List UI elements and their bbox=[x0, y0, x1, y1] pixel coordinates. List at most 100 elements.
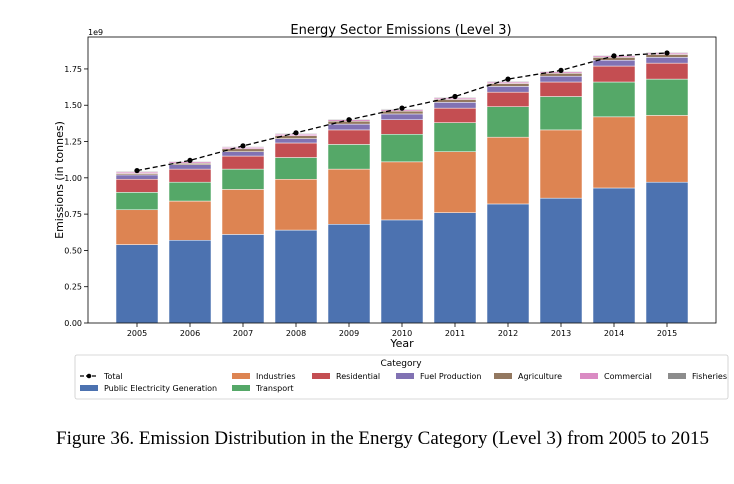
bar-segment-fuel-production bbox=[327, 123, 371, 131]
bar-segment-public-electricity-generation bbox=[221, 234, 265, 324]
x-axis-ticks: 2005 2006 2007 2008 2009 2010 2011 2012 2013 2014… bbox=[127, 323, 677, 338]
legend: Category Total Public Electricity Generat… bbox=[74, 354, 729, 400]
legend-label-agriculture: Agriculture bbox=[518, 372, 562, 381]
x-tick-label: 2013 bbox=[551, 329, 571, 338]
bar-segment-residential bbox=[539, 81, 583, 97]
x-tick-label: 2005 bbox=[127, 329, 147, 338]
figure-caption: Figure 36. Emission Distribution in the … bbox=[56, 428, 709, 449]
bar-segment-industries bbox=[115, 209, 159, 245]
legend-swatch-agriculture bbox=[494, 373, 512, 379]
bar-segment-transport bbox=[539, 96, 583, 131]
bar-segment-public-electricity-generation bbox=[645, 181, 689, 324]
bar-segment-fuel-production bbox=[115, 174, 159, 180]
bar-segment-fuel-production bbox=[380, 113, 424, 121]
total-line-layer bbox=[134, 50, 670, 174]
chart-figure: Energy Sector Emissions (Level 3) 1e9 0.… bbox=[53, 23, 729, 400]
total-point bbox=[187, 157, 193, 164]
bar-segment-residential bbox=[486, 91, 530, 107]
bar-segment-transport bbox=[380, 134, 424, 163]
legend-swatch-commercial bbox=[580, 373, 598, 379]
bar-segment-residential bbox=[115, 179, 159, 193]
x-axis-label: Year bbox=[389, 337, 414, 350]
bar-segment-residential bbox=[327, 129, 371, 145]
total-point bbox=[293, 130, 299, 136]
bar-segment-transport bbox=[486, 106, 530, 138]
bar-segment-public-electricity-generation bbox=[486, 203, 530, 324]
legend-label-total: Total bbox=[103, 372, 123, 381]
legend-swatch-fisheries bbox=[668, 373, 686, 379]
bar-segment-residential bbox=[433, 107, 477, 123]
legend-label-fisheries: Fisheries bbox=[692, 372, 727, 381]
bar-segment-transport bbox=[592, 81, 636, 118]
bar-segment-transport bbox=[645, 78, 689, 116]
y-tick-label: 1.50 bbox=[64, 101, 82, 110]
bar-segment-fuel-production bbox=[592, 59, 636, 67]
x-tick-label: 2008 bbox=[286, 329, 306, 338]
total-point bbox=[611, 53, 617, 59]
bar-segment-residential bbox=[645, 62, 689, 80]
y-tick-label: 0.00 bbox=[64, 319, 82, 328]
bar-segment-residential bbox=[592, 65, 636, 83]
x-tick-label: 2006 bbox=[180, 329, 200, 338]
bar-segment-public-electricity-generation bbox=[327, 224, 371, 324]
bar-segment-industries bbox=[486, 136, 530, 205]
total-point bbox=[134, 167, 140, 174]
x-tick-label: 2009 bbox=[339, 329, 359, 338]
legend-items: Total Public Electricity Generation Indust… bbox=[80, 372, 727, 393]
legend-label-transport: Transport bbox=[255, 384, 294, 393]
y-tick-label: 0.75 bbox=[64, 210, 82, 219]
bar-segment-agriculture bbox=[433, 99, 477, 103]
bar-segment-industries bbox=[645, 115, 689, 183]
bar-segment-fuel-production bbox=[433, 102, 477, 109]
bar-segment-fuel-production bbox=[221, 151, 265, 157]
bar-segment-agriculture bbox=[539, 73, 583, 77]
y-axis-label: Emissions (in tonnes) bbox=[53, 121, 66, 239]
bar-segment-public-electricity-generation bbox=[115, 244, 159, 324]
bar-segment-public-electricity-generation bbox=[592, 187, 636, 324]
y-tick-label: 1.00 bbox=[64, 174, 82, 183]
x-tick-label: 2011 bbox=[445, 329, 465, 338]
total-point bbox=[399, 105, 405, 111]
x-tick-label: 2010 bbox=[392, 329, 412, 338]
bar-segment-industries bbox=[221, 189, 265, 235]
bar-segment-transport bbox=[115, 192, 159, 211]
total-point bbox=[240, 143, 246, 149]
bar-segment-industries bbox=[539, 129, 583, 199]
bar-segment-residential bbox=[274, 142, 318, 158]
x-tick-label: 2012 bbox=[498, 329, 518, 338]
legend-label-fuel-production: Fuel Production bbox=[420, 372, 481, 381]
total-point bbox=[346, 117, 352, 123]
x-tick-label: 2014 bbox=[604, 329, 624, 338]
bar-segment-residential bbox=[221, 155, 265, 170]
bar-segment-fuel-production bbox=[645, 57, 689, 64]
legend-label-industries: Industries bbox=[256, 372, 295, 381]
legend-swatch-fuel-production bbox=[396, 373, 414, 379]
bar-segment-industries bbox=[327, 168, 371, 225]
bar-segment-transport bbox=[433, 122, 477, 152]
legend-swatch-public-electricity-generation bbox=[80, 385, 98, 391]
total-point bbox=[558, 67, 564, 73]
legend-label-public-electricity-generation: Public Electricity Generation bbox=[104, 384, 217, 393]
legend-swatch-transport bbox=[232, 385, 250, 391]
bar-segment-fuel-production bbox=[274, 138, 318, 144]
bar-segment-transport bbox=[274, 157, 318, 180]
bar-segment-transport bbox=[168, 181, 212, 202]
y-axis-offset-label: 1e9 bbox=[88, 28, 103, 37]
bar-segment-transport bbox=[327, 144, 371, 170]
bar-stack-area bbox=[115, 51, 689, 324]
chart-title: Energy Sector Emissions (Level 3) bbox=[290, 23, 511, 38]
bar-segment-transport bbox=[221, 168, 265, 190]
legend-title: Category bbox=[380, 359, 422, 369]
bar-segment-public-electricity-generation bbox=[539, 197, 583, 324]
y-axis-ticks: 0.00 0.25 0.50 0.75 1.00 1.25 1.50 1.75 bbox=[64, 65, 88, 328]
bar-segment-fuel-production bbox=[168, 164, 212, 170]
bar-segment-industries bbox=[168, 200, 212, 241]
bar-segment-public-electricity-generation bbox=[380, 219, 424, 324]
bar-segment-public-electricity-generation bbox=[168, 239, 212, 324]
bar-segment-industries bbox=[274, 179, 318, 231]
legend-label-commercial: Commercial bbox=[604, 372, 652, 381]
y-tick-label: 1.25 bbox=[64, 138, 82, 147]
bar-segment-public-electricity-generation bbox=[274, 229, 318, 324]
bar-segment-industries bbox=[380, 161, 424, 221]
bar-segment-agriculture bbox=[486, 83, 530, 87]
